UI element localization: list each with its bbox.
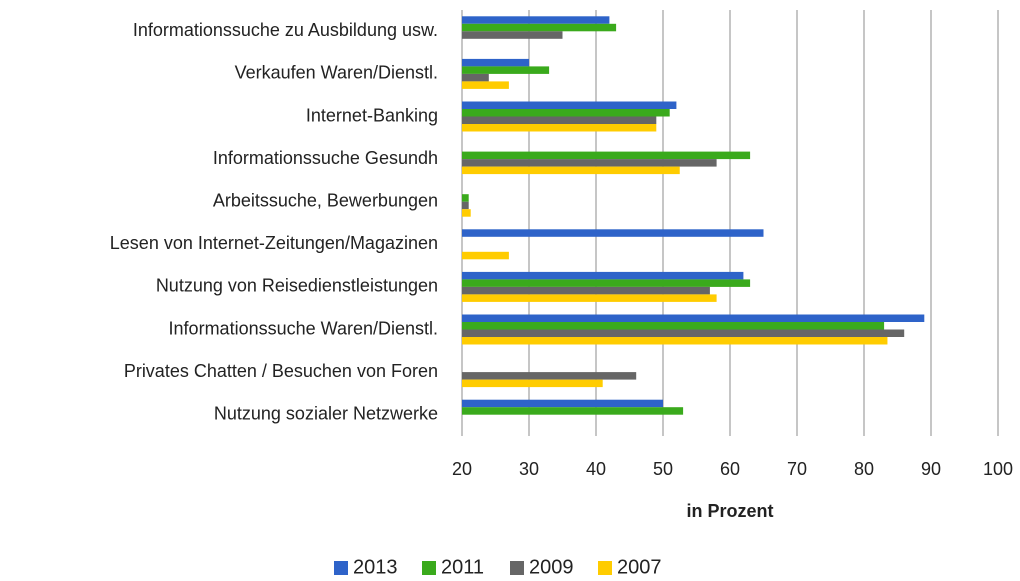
y-tick-label: Arbeitssuche, Bewerbungen xyxy=(213,190,438,210)
bar xyxy=(462,209,471,217)
legend-label: 2011 xyxy=(441,556,484,578)
bar xyxy=(462,201,469,210)
legend-swatch xyxy=(510,561,524,575)
bar xyxy=(462,294,717,302)
y-tick-label: Nutzung sozialer Netzwerke xyxy=(214,403,438,423)
bar xyxy=(462,166,680,175)
legend-label: 2009 xyxy=(529,556,574,578)
bar xyxy=(462,229,764,237)
bar xyxy=(462,81,509,89)
bar xyxy=(462,124,657,132)
y-tick-label: Internet-Banking xyxy=(306,105,438,125)
bar xyxy=(462,372,637,380)
bar xyxy=(462,314,925,322)
x-tick-label: 60 xyxy=(720,459,740,479)
bar xyxy=(462,271,744,280)
bar xyxy=(462,279,751,287)
legend-swatch xyxy=(334,561,348,575)
y-tick-label: Lesen von Internet-Zeitungen/Magazinen xyxy=(110,233,438,253)
bar xyxy=(462,337,888,345)
bar xyxy=(462,23,617,32)
bar xyxy=(462,151,751,160)
bar xyxy=(462,66,550,74)
x-tick-label: 20 xyxy=(452,459,472,479)
legend-label: 2007 xyxy=(617,556,662,578)
bar xyxy=(462,101,677,109)
bar xyxy=(462,31,563,39)
y-tick-label: Informationssuche Waren/Dienstl. xyxy=(169,318,438,338)
bar xyxy=(462,251,509,260)
x-tick-label: 100 xyxy=(983,459,1013,479)
x-tick-label: 80 xyxy=(854,459,874,479)
bar xyxy=(462,58,529,67)
x-tick-label: 40 xyxy=(586,459,606,479)
x-tick-label: 50 xyxy=(653,459,673,479)
legend-label: 2013 xyxy=(353,556,398,578)
x-tick-label: 90 xyxy=(921,459,941,479)
y-tick-label: Informationssuche zu Ausbildung usw. xyxy=(133,20,438,40)
y-tick-label: Verkaufen Waren/Dienstl. xyxy=(235,63,438,83)
x-tick-label: 70 xyxy=(787,459,807,479)
legend-swatch xyxy=(598,561,612,575)
bar xyxy=(462,16,610,24)
bar xyxy=(462,286,710,295)
y-tick-label: Privates Chatten / Besuchen von Foren xyxy=(124,361,438,381)
bar xyxy=(462,73,489,82)
y-tick-label: Nutzung von Reisedienstleistungen xyxy=(156,276,438,296)
bar xyxy=(462,329,905,337)
bar xyxy=(462,194,469,202)
bar xyxy=(462,399,663,408)
bar xyxy=(462,116,657,124)
bar xyxy=(462,109,670,117)
x-axis-title: in Prozent xyxy=(686,501,773,521)
x-tick-label: 30 xyxy=(519,459,539,479)
y-tick-label: Informationssuche Gesundh xyxy=(213,148,438,168)
bar xyxy=(462,407,684,415)
bar xyxy=(462,159,717,167)
legend-swatch xyxy=(422,561,436,575)
bar xyxy=(462,379,603,388)
bar xyxy=(462,322,885,330)
